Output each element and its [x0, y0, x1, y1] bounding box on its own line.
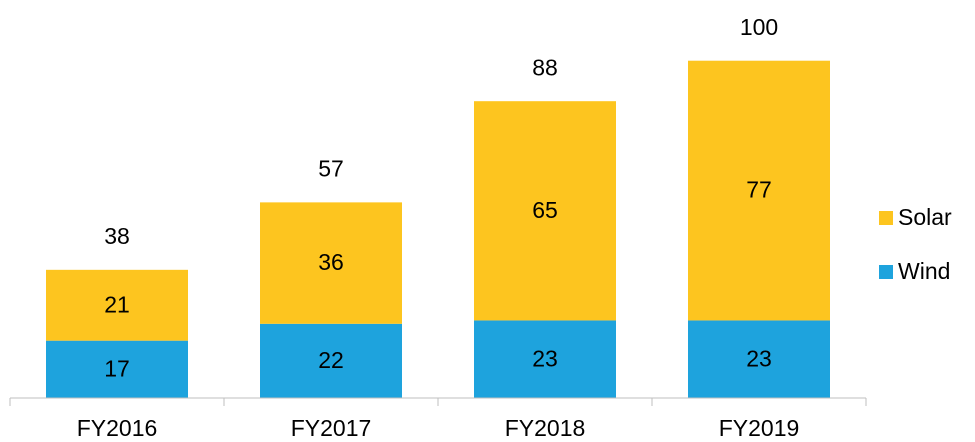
legend-label: Wind: [898, 258, 950, 284]
data-label: 17: [104, 355, 130, 381]
x-tick-label: FY2016: [77, 415, 158, 441]
legend-swatch: [879, 211, 893, 225]
data-label: 21: [104, 291, 130, 317]
legend-swatch: [879, 265, 893, 279]
bar-segment: [474, 320, 616, 398]
bar-segment: [688, 60, 830, 321]
x-tick-label: FY2019: [719, 415, 800, 441]
bar-segment: [688, 320, 830, 398]
x-tick-label: FY2018: [505, 415, 586, 441]
total-label: 38: [104, 223, 130, 249]
total-label: 57: [318, 155, 344, 181]
data-label: 23: [746, 345, 772, 371]
data-label: 22: [318, 347, 344, 373]
data-label: 36: [318, 249, 344, 275]
bar-segment: [260, 323, 402, 398]
bar-segment: [46, 269, 188, 341]
bar-segment: [474, 101, 616, 321]
total-label: 88: [532, 54, 558, 80]
bar-segment: [46, 340, 188, 398]
data-label: 77: [746, 177, 772, 203]
data-label: 23: [532, 345, 558, 371]
total-label: 100: [740, 14, 778, 40]
bar-segment: [260, 202, 402, 324]
x-tick-label: FY2017: [291, 415, 372, 441]
legend-label: Solar: [898, 204, 952, 230]
data-label: 65: [532, 197, 558, 223]
